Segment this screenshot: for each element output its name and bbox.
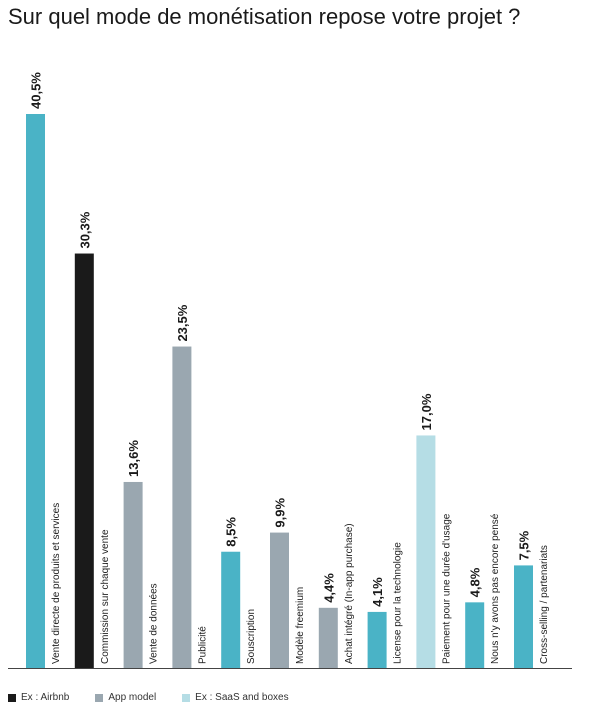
legend-item-saas: Ex : SaaS and boxes — [182, 692, 289, 703]
category-label: Commission sur chaque vente — [100, 529, 111, 664]
bar — [367, 611, 387, 668]
bar — [26, 114, 45, 668]
bar — [465, 602, 485, 668]
legend-label: Ex : SaaS and boxes — [195, 692, 289, 703]
bar — [172, 346, 192, 668]
legend: Ex : Airbnb App model Ex : SaaS and boxe… — [8, 692, 289, 703]
bar-value-label: 9,9% — [273, 498, 288, 528]
bar — [221, 551, 241, 668]
legend-swatch-gray — [95, 693, 104, 702]
bar — [318, 607, 338, 668]
bar-value-label: 30,3% — [77, 211, 92, 248]
bar-value-label: 23,5% — [175, 304, 190, 341]
legend-item-app-model: App model — [95, 692, 156, 703]
category-label: Souscription — [246, 609, 257, 664]
bar — [514, 565, 533, 668]
category-label: License pour la technologie — [393, 542, 404, 664]
category-label: Nous n'y avons pas encore pensé — [490, 513, 501, 664]
chart-title: Sur quel mode de monétisation repose vot… — [8, 4, 521, 29]
legend-swatch-light-blue — [182, 693, 191, 702]
bar — [123, 481, 143, 668]
bar-value-label: 40,5% — [29, 72, 44, 109]
bar-value-label: 4,1% — [370, 577, 385, 607]
category-label: Cross-selling / partenariats — [539, 545, 550, 664]
category-label: Paiement pour une durée d'usage — [441, 513, 452, 664]
category-label: Vente directe de produits et services — [51, 503, 62, 664]
bar-value-label: 7,5% — [517, 530, 532, 560]
category-label: Modèle freemium — [295, 587, 306, 664]
bar — [74, 253, 94, 668]
category-label: Publicité — [197, 626, 208, 664]
bar-value-label: 8,5% — [224, 517, 239, 547]
category-label: Vente de données — [149, 583, 160, 664]
legend-label: App model — [108, 692, 157, 703]
legend-item-airbnb: Ex : Airbnb — [8, 692, 69, 703]
bar-value-label: 17,0% — [419, 393, 434, 430]
legend-swatch-black — [8, 693, 16, 702]
bar-value-label: 4,4% — [321, 573, 336, 603]
bar-value-label: 13,6% — [126, 440, 141, 477]
legend-label: Ex : Airbnb — [21, 692, 70, 703]
bar-value-label: 4,8% — [468, 567, 483, 597]
bar — [270, 532, 289, 668]
category-label: Achat intégré (In-app purchase) — [344, 523, 355, 664]
bar — [416, 435, 436, 668]
